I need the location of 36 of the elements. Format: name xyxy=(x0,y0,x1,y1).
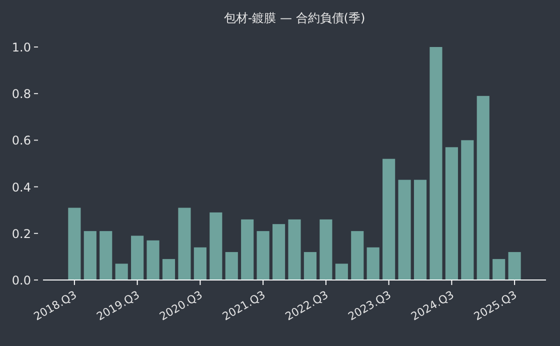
y-tick-label: 0.2 xyxy=(12,226,31,241)
bar xyxy=(100,231,112,280)
bar xyxy=(430,47,442,280)
bar xyxy=(210,212,222,280)
bar xyxy=(146,240,160,280)
bar xyxy=(492,259,506,280)
bar xyxy=(461,140,474,280)
bar xyxy=(382,158,396,280)
y-tick-label: 0.6 xyxy=(12,134,31,148)
bar xyxy=(115,264,128,280)
bar xyxy=(508,252,521,280)
bar xyxy=(178,208,191,280)
bar xyxy=(304,252,317,280)
bar xyxy=(194,247,206,280)
bar xyxy=(162,259,176,280)
bar xyxy=(225,252,238,280)
bar xyxy=(398,180,411,280)
y-tick-label: 1.0 xyxy=(12,40,31,54)
bar xyxy=(351,231,364,280)
y-tick-label: 0.8 xyxy=(12,87,31,102)
bar xyxy=(445,147,458,280)
bar xyxy=(476,96,490,280)
bar xyxy=(131,236,144,280)
y-tick-label: 0.4 xyxy=(12,180,31,194)
y-tick-label: 0.0 xyxy=(12,274,31,288)
bar xyxy=(366,247,380,280)
chart-title: 包材-鍍膜 — 合約負債(季) xyxy=(224,11,366,25)
bar xyxy=(288,219,301,280)
bar xyxy=(68,208,81,280)
bar xyxy=(414,180,427,280)
bar xyxy=(320,219,332,280)
bar xyxy=(335,264,348,280)
bar xyxy=(241,219,254,280)
bar xyxy=(256,231,270,280)
bar xyxy=(84,231,96,280)
bar xyxy=(272,224,286,280)
